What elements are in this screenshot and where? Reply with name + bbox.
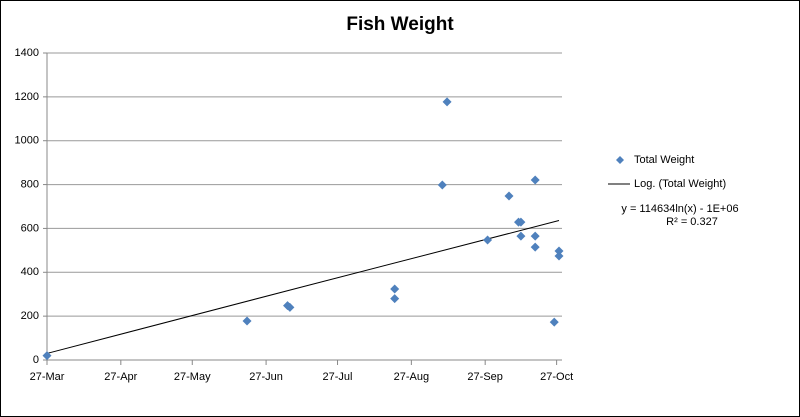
data-point (42, 351, 52, 361)
data-point (516, 217, 526, 227)
equation: R² = 0.327 (666, 216, 718, 228)
data-point (516, 231, 526, 241)
data-point (390, 284, 400, 294)
legend-label: Log. (Total Weight) (634, 178, 726, 190)
data-point (442, 97, 452, 107)
data-point (504, 191, 514, 201)
data-point (554, 246, 564, 256)
x-tick-label: 27-Oct (540, 371, 573, 383)
data-point (554, 251, 564, 261)
data-point (530, 175, 540, 185)
y-tick-label: 200 (21, 310, 39, 322)
x-tick-label: 27-Apr (104, 371, 137, 383)
data-point (483, 235, 493, 245)
x-tick-label: 27-Mar (30, 371, 65, 383)
y-tick-label: 800 (21, 178, 39, 190)
x-tick-label: 27-Jun (249, 371, 283, 383)
legend-label: Total Weight (634, 154, 694, 166)
y-tick-label: 600 (21, 222, 39, 234)
y-tick-label: 1400 (15, 47, 39, 59)
x-tick-label: 27-Jul (323, 371, 353, 383)
chart-title: Fish Weight (346, 14, 454, 35)
y-tick-label: 1000 (15, 135, 39, 147)
trendline (46, 220, 560, 354)
data-point (437, 180, 447, 190)
y-tick-label: 1200 (15, 91, 39, 103)
y-tick-label: 0 (33, 354, 39, 366)
data-point (285, 302, 295, 312)
data-point (242, 316, 252, 326)
x-tick-label: 27-May (174, 371, 211, 383)
data-point (530, 231, 540, 241)
equation: y = 114634ln(x) - 1E+06 (621, 203, 738, 215)
data-point (530, 242, 540, 252)
x-tick-label: 27-Aug (394, 371, 429, 383)
data-point (390, 294, 400, 304)
y-tick-label: 400 (21, 266, 39, 278)
data-point (549, 317, 559, 327)
x-tick-label: 27-Sep (467, 371, 502, 383)
legend-marker (616, 156, 624, 164)
